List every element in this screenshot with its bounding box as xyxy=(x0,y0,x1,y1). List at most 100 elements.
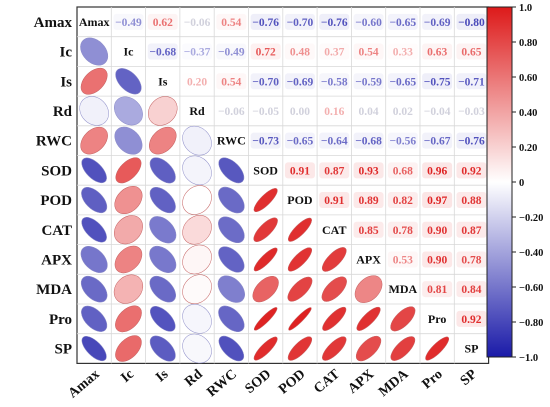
correlation-value: −0.04 xyxy=(424,106,451,118)
correlation-value: −0.03 xyxy=(458,106,485,118)
correlation-ellipse xyxy=(253,307,278,331)
correlation-value: 0.54 xyxy=(358,47,378,59)
correlation-ellipse xyxy=(80,37,109,66)
value-highlight xyxy=(456,251,487,268)
row-label: Amax xyxy=(34,15,73,31)
value-highlight xyxy=(319,192,350,209)
value-highlight xyxy=(147,43,178,60)
value-highlight xyxy=(284,132,315,149)
value-highlight xyxy=(216,73,247,90)
diagonal-label: Pro xyxy=(428,312,446,326)
value-highlight xyxy=(387,73,418,90)
row-label: RWC xyxy=(36,134,72,150)
correlation-ellipse xyxy=(115,305,142,333)
correlation-value: 0.81 xyxy=(427,284,447,296)
correlation-value: 0.89 xyxy=(358,195,378,207)
value-highlight xyxy=(422,221,453,238)
correlation-ellipse xyxy=(80,275,108,303)
correlation-value: −0.80 xyxy=(458,17,485,29)
colorbar-tick-label: −0.60 xyxy=(519,283,543,294)
correlation-ellipse xyxy=(149,306,176,332)
correlation-value: −0.05 xyxy=(252,106,279,118)
correlation-ellipse xyxy=(218,186,245,214)
column-label: RWC xyxy=(204,367,239,400)
value-highlight xyxy=(353,162,384,179)
correlation-value: −0.70 xyxy=(287,17,314,29)
correlation-ellipse xyxy=(182,185,212,215)
colorbar-tick-label: −1.0 xyxy=(519,353,538,364)
correlation-ellipse xyxy=(114,215,143,245)
value-highlight xyxy=(250,43,281,60)
correlation-value: 0.90 xyxy=(427,225,447,237)
correlation-value: −0.67 xyxy=(424,136,451,148)
value-highlight xyxy=(422,192,453,209)
column-label: Rd xyxy=(182,367,206,390)
correlation-value: −0.75 xyxy=(424,76,451,88)
correlation-ellipse xyxy=(218,157,245,184)
correlation-ellipse xyxy=(182,304,212,334)
correlation-value: −0.69 xyxy=(287,76,314,88)
correlation-ellipse xyxy=(425,336,450,361)
value-highlight xyxy=(147,13,178,30)
correlation-value: −0.71 xyxy=(458,76,485,88)
row-label: SOD xyxy=(41,163,72,179)
correlation-ellipse xyxy=(81,305,108,332)
correlation-value: 0.65 xyxy=(461,47,481,59)
correlation-ellipse xyxy=(115,68,142,95)
correlation-ellipse xyxy=(182,215,212,245)
value-highlight xyxy=(353,221,384,238)
correlation-ellipse xyxy=(182,155,212,186)
correlation-ellipse xyxy=(182,274,212,304)
correlation-value: 0.92 xyxy=(461,165,481,177)
correlation-value: 0.92 xyxy=(461,314,481,326)
value-highlight xyxy=(456,162,487,179)
correlation-value: −0.65 xyxy=(390,17,417,29)
diagonal-label: SOD xyxy=(253,163,278,177)
correlation-ellipse xyxy=(287,276,313,302)
correlation-value: 0.53 xyxy=(393,254,413,266)
column-label: APX xyxy=(345,367,377,397)
value-highlight xyxy=(250,132,281,149)
correlation-ellipse xyxy=(354,275,383,303)
diagonal-label: MDA xyxy=(389,282,418,296)
correlation-ellipse xyxy=(287,247,313,272)
correlation-value: 0.00 xyxy=(290,106,310,118)
value-highlight xyxy=(456,132,487,149)
value-highlight xyxy=(182,43,213,60)
correlation-value: 0.78 xyxy=(393,225,413,237)
correlation-value: 0.54 xyxy=(221,17,241,29)
diagonal-label: SP xyxy=(464,342,478,356)
correlation-ellipse xyxy=(149,275,176,303)
column-label: CAT xyxy=(311,367,343,397)
correlation-ellipse xyxy=(252,276,279,303)
column-label: Amax xyxy=(66,367,103,401)
value-highlight xyxy=(319,132,350,149)
correlation-value: 0.54 xyxy=(221,76,241,88)
correlation-value: 0.78 xyxy=(461,254,481,266)
correlation-ellipse xyxy=(81,336,107,362)
correlation-ellipse xyxy=(81,157,107,184)
correlation-value: 0.91 xyxy=(290,165,310,177)
diagonal-label: Ic xyxy=(123,45,134,59)
correlation-value: 0.63 xyxy=(427,47,447,59)
value-highlight xyxy=(456,221,487,238)
correlation-ellipse xyxy=(253,188,278,213)
row-label: MDA xyxy=(36,282,72,298)
value-highlight xyxy=(319,43,350,60)
correlation-value: −0.60 xyxy=(355,17,382,29)
value-highlight xyxy=(216,13,247,30)
correlation-value: 0.33 xyxy=(393,47,413,59)
row-label: Is xyxy=(60,74,72,90)
diagonal-label: Rd xyxy=(189,104,205,118)
correlation-ellipse xyxy=(356,306,381,331)
value-highlight xyxy=(387,221,418,238)
correlation-ellipse xyxy=(322,306,347,331)
correlation-ellipse xyxy=(218,216,245,244)
correlation-value: 0.87 xyxy=(324,165,344,177)
correlation-ellipse xyxy=(114,186,143,215)
value-highlight xyxy=(456,310,487,327)
correlation-value: −0.49 xyxy=(218,47,245,59)
correlation-ellipse xyxy=(115,157,142,184)
colorbar: 1.0 0.80 0.60 0.40 0.20 0 −0.20 −0.40 −0.60 −0.80… xyxy=(486,3,543,364)
correlation-ellipse xyxy=(218,335,245,362)
